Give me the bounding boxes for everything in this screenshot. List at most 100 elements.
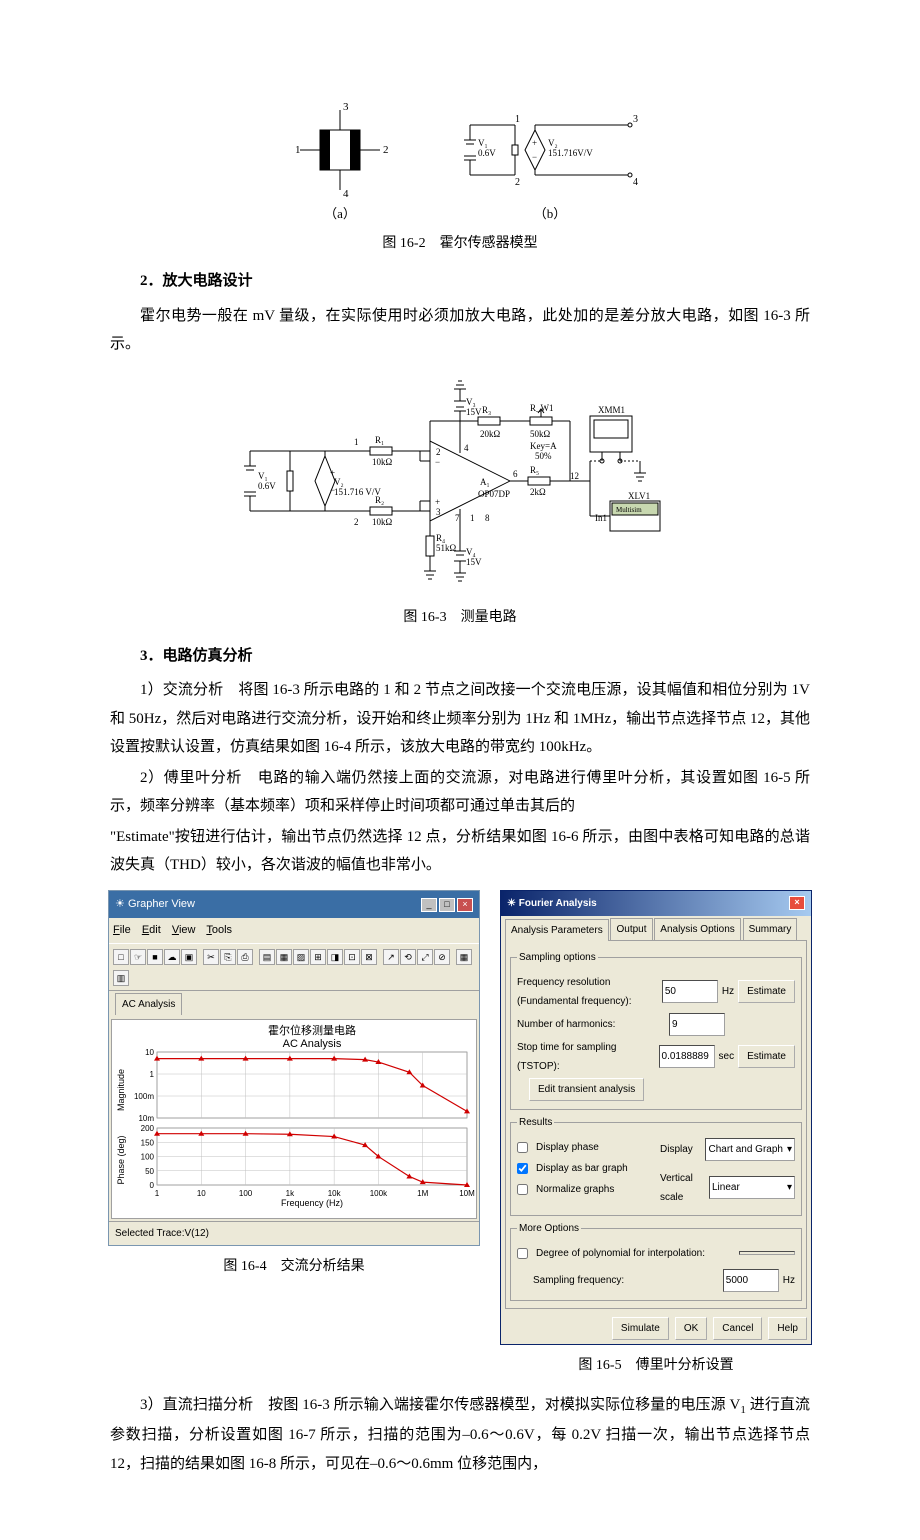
svg-text:V₁: V₁ <box>478 138 488 148</box>
svg-text:2: 2 <box>436 447 441 457</box>
tab-analysis-params[interactable]: Analysis Parameters <box>505 919 609 941</box>
grapher-window: ☀ Grapher View _□× File Edit View Tools … <box>108 890 480 1246</box>
svg-text:Frequency (Hz): Frequency (Hz) <box>281 1198 343 1208</box>
vscale-label: Vertical scale <box>660 1169 705 1207</box>
svg-text:10kΩ: 10kΩ <box>372 517 393 527</box>
svg-text:10kΩ: 10kΩ <box>372 457 393 467</box>
svg-text:+: + <box>435 497 440 507</box>
fig-16-5-caption: 图 16-5 傅里叶分析设置 <box>578 1353 733 1380</box>
fig-16-5: ☀ Fourier Analysis × Analysis Parameters… <box>500 890 812 1390</box>
help-button[interactable]: Help <box>768 1317 807 1340</box>
dialog-tabs[interactable]: Analysis Parameters Output Analysis Opti… <box>501 916 811 940</box>
svg-text:2: 2 <box>383 144 389 156</box>
svg-text:3: 3 <box>633 114 638 125</box>
display-select[interactable]: Chart and Graph <box>705 1138 795 1161</box>
poly-input <box>739 1251 795 1255</box>
vscale-select[interactable]: Linear <box>709 1176 795 1199</box>
menu-tools[interactable]: Tools <box>206 924 232 936</box>
dialog-titlebar: ☀ Fourier Analysis × <box>501 891 811 916</box>
fig-16-2a-label: （a） <box>324 202 356 227</box>
fig-16-3: V₁0.6V +− V₂151.716 V/V 12 R₁10kΩ R₂10kΩ… <box>110 361 810 602</box>
display-bar-check[interactable] <box>517 1163 528 1174</box>
svg-text:6: 6 <box>513 469 518 479</box>
svg-text:15V: 15V <box>466 557 482 567</box>
more-legend: More Options <box>517 1219 581 1238</box>
tab-bar[interactable]: AC Analysis <box>109 991 479 1017</box>
estimate-tstop-button[interactable]: Estimate <box>738 1045 795 1068</box>
estimate-freq-button[interactable]: Estimate <box>738 980 795 1003</box>
menu-bar[interactable]: File Edit View Tools <box>109 918 479 943</box>
svg-text:20kΩ: 20kΩ <box>480 429 501 439</box>
heading-3: 3．电路仿真分析 <box>110 642 810 671</box>
svg-text:12: 12 <box>570 471 579 481</box>
amplifier-circuit: V₁0.6V +− V₂151.716 V/V 12 R₁10kΩ R₂10kΩ… <box>230 361 690 591</box>
svg-text:10k: 10k <box>328 1189 342 1198</box>
cancel-button[interactable]: Cancel <box>713 1317 762 1340</box>
max-button[interactable]: □ <box>439 898 455 912</box>
svg-text:Multisim: Multisim <box>616 506 642 514</box>
sfreq-unit: Hz <box>783 1271 795 1290</box>
sampling-options: Sampling options Frequency resolution (F… <box>510 948 802 1110</box>
dialog-close-button[interactable]: × <box>789 896 805 910</box>
para-3b: 2）傅里叶分析 电路的输入端仍然接上面的交流源，对电路进行傅里叶分析，其设置如图… <box>110 764 810 821</box>
normalize-check[interactable] <box>517 1184 528 1195</box>
menu-file[interactable]: File <box>113 924 131 936</box>
svg-text:1M: 1M <box>417 1189 428 1198</box>
para-4: 3）直流扫描分析 按图 16-3 所示输入端接霍尔传感器模型，对模拟实际位移量的… <box>110 1391 810 1478</box>
display-phase-check[interactable] <box>517 1142 528 1153</box>
simulate-button[interactable]: Simulate <box>612 1317 669 1340</box>
tab-summary[interactable]: Summary <box>743 918 798 940</box>
svg-text:XLV1: XLV1 <box>628 491 650 501</box>
poly-check[interactable] <box>517 1248 528 1259</box>
harm-input[interactable]: 9 <box>669 1013 725 1036</box>
edit-transient-button[interactable]: Edit transient analysis <box>529 1078 644 1101</box>
menu-edit[interactable]: Edit <box>142 924 161 936</box>
freq-label: Frequency resolution (Fundamental freque… <box>517 973 658 1011</box>
svg-text:3: 3 <box>436 507 441 517</box>
freq-input[interactable]: 50 <box>662 980 718 1003</box>
window-buttons[interactable]: _□× <box>419 894 473 915</box>
svg-text:150: 150 <box>141 1139 155 1148</box>
svg-text:10: 10 <box>197 1189 206 1198</box>
svg-text:100: 100 <box>141 1153 155 1162</box>
tab-analysis-opts[interactable]: Analysis Options <box>654 918 740 940</box>
svg-text:V₃: V₃ <box>466 397 476 407</box>
svg-text:V₂: V₂ <box>548 138 558 148</box>
min-button[interactable]: _ <box>421 898 437 912</box>
svg-text:8: 8 <box>485 513 490 523</box>
fig-16-2b: V₁ 0.6V 1 2 + − 3 4 V₂ 151.716V/V （b） <box>450 100 650 227</box>
para-3b-cont: "Estimate"按钮进行估计，输出节点仍然选择 12 点，分析结果如图 16… <box>110 823 810 880</box>
results-options: Results Display phase Display as bar gra… <box>510 1113 802 1216</box>
svg-text:OP07DP: OP07DP <box>478 489 510 499</box>
close-button[interactable]: × <box>457 898 473 912</box>
menu-view[interactable]: View <box>172 924 196 936</box>
tstop-unit: sec <box>719 1047 735 1066</box>
fig-16-3-caption: 图 16-3 测量电路 <box>110 605 810 632</box>
poly-label: Degree of polynomial for interpolation: <box>536 1244 735 1263</box>
results-legend: Results <box>517 1113 554 1132</box>
dialog-title: Fourier Analysis <box>519 898 597 909</box>
toolbar[interactable]: □☞■☁▣✂⎘⎙▤▦▨⊞◨⊡⊠↗⟲⤢⊘▦▥ <box>109 943 479 992</box>
svg-text:3: 3 <box>343 101 349 113</box>
tab-output[interactable]: Output <box>610 918 652 940</box>
tstop-input[interactable]: 0.0188889 <box>659 1045 715 1068</box>
svg-text:Key=A: Key=A <box>530 441 557 451</box>
sfreq-input[interactable]: 5000 <box>723 1269 779 1292</box>
para-3b-1: 2）傅里叶分析 电路的输入端仍然接上面的交流源，对电路进行傅里叶分析，其设置如图… <box>110 770 810 815</box>
svg-text:R₂: R₂ <box>375 495 384 505</box>
svg-text:R₃: R₃ <box>482 405 491 415</box>
svg-text:Magnitude: Magnitude <box>116 1069 126 1111</box>
display-sel-label: Display <box>660 1140 701 1159</box>
ok-button[interactable]: OK <box>675 1317 707 1340</box>
svg-text:50kΩ: 50kΩ <box>530 429 551 439</box>
tstop-label: Stop time for sampling (TSTOP): <box>517 1038 655 1076</box>
para-2: 霍尔电势一般在 mV 量级，在实际使用时必须加放大电路，此处加的是差分放大电路，… <box>110 302 810 359</box>
svg-text:2: 2 <box>515 177 520 188</box>
svg-text:100k: 100k <box>370 1189 388 1198</box>
svg-text:R_W1: R_W1 <box>530 403 554 413</box>
hall-block-b: V₁ 0.6V 1 2 + − 3 4 V₂ 151.716V/V <box>450 100 650 200</box>
svg-text:R₄: R₄ <box>436 533 445 543</box>
tab-ac[interactable]: AC Analysis <box>115 993 182 1015</box>
fig-16-4: ☀ Grapher View _□× File Edit View Tools … <box>108 890 480 1291</box>
svg-text:10M: 10M <box>459 1189 475 1198</box>
